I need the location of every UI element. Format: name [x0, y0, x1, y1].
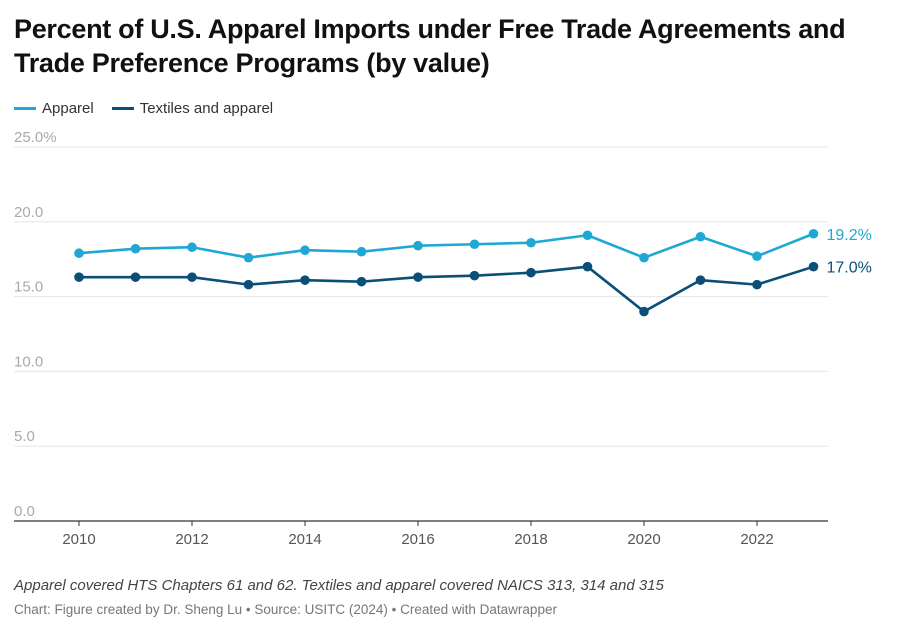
x-tick-label: 2014: [288, 531, 321, 548]
chart-note: Apparel covered HTS Chapters 61 and 62. …: [14, 577, 664, 594]
legend-label: Apparel: [42, 100, 94, 117]
legend-label: Textiles and apparel: [139, 100, 274, 117]
data-point: [356, 246, 367, 257]
x-tick-label: 2020: [627, 531, 660, 548]
data-point: [300, 275, 310, 285]
end-label: 17.0%: [827, 260, 872, 277]
series-line-apparel: [78, 232, 814, 260]
data-point: [300, 245, 310, 256]
y-tick-label: 10.0: [14, 353, 43, 370]
y-tick-label: 20.0: [14, 204, 43, 221]
x-tick-label: 2022: [740, 531, 773, 548]
data-point: [243, 279, 254, 290]
data-point: [752, 251, 762, 262]
data-point: [356, 276, 367, 287]
end-label: 19.2%: [827, 227, 872, 244]
legend-swatch-apparel: [14, 107, 36, 110]
data-point: [526, 237, 536, 248]
y-tick-label: 0.0: [14, 503, 35, 520]
data-point: [413, 272, 423, 282]
data-point: [187, 242, 197, 253]
data-point: [808, 228, 819, 239]
data-point: [639, 252, 649, 263]
data-point: [413, 240, 423, 251]
data-point: [695, 275, 706, 285]
data-point: [469, 270, 480, 281]
x-tick-label: 2012: [175, 531, 208, 548]
y-tick-label: 15.0: [14, 279, 43, 296]
legend-item-apparel: Apparel: [14, 100, 94, 117]
data-point: [695, 231, 706, 242]
data-point: [808, 261, 819, 272]
data-point: [526, 267, 536, 278]
data-point: [130, 272, 141, 282]
x-tick-label: 2016: [401, 531, 434, 548]
legend: Apparel Textiles and apparel: [14, 100, 273, 117]
chart-source: Chart: Figure created by Dr. Sheng Lu • …: [14, 602, 557, 617]
data-point: [752, 279, 762, 290]
x-tick-label: 2010: [62, 531, 95, 548]
legend-item-textiles: Textiles and apparel: [111, 100, 274, 117]
data-point: [243, 252, 254, 263]
data-point: [130, 243, 141, 254]
data-point: [639, 306, 649, 317]
data-point: [469, 239, 480, 250]
y-tick-label: 25.0%: [14, 129, 57, 146]
y-tick-label: 5.0: [14, 428, 35, 445]
legend-swatch-textiles: [111, 107, 134, 110]
series-line-textiles-and-apparel: [79, 265, 814, 313]
data-point: [74, 272, 84, 282]
x-tick-label: 2018: [514, 531, 547, 548]
chart-title: Percent of U.S. Apparel Imports under Fr…: [14, 14, 846, 78]
data-point: [582, 230, 593, 241]
data-point: [582, 261, 593, 272]
data-point: [187, 272, 197, 282]
data-point: [74, 248, 84, 259]
